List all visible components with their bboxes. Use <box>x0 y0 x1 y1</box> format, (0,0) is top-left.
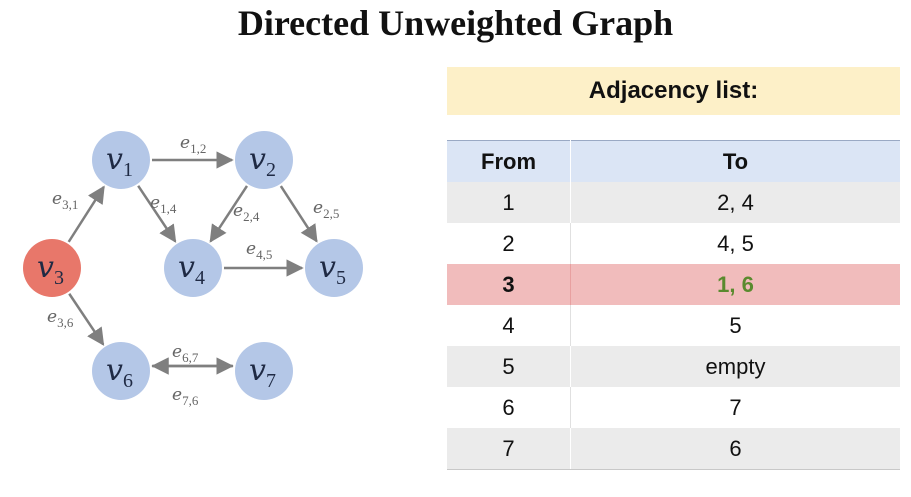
edge-label-v2-v4: e2,4 <box>233 201 260 224</box>
node-label-v7: v7 <box>249 353 276 392</box>
adjacency-row: 1 2, 4 <box>447 182 900 223</box>
edge-arrow-v3-v1 <box>67 185 105 243</box>
from-column-header: From <box>447 140 571 182</box>
from-cell: 7 <box>447 428 571 470</box>
node-label-v2: v2 <box>249 142 276 181</box>
node-label-v6: v6 <box>106 353 133 392</box>
edge-arrow-v3-v6 <box>68 293 105 346</box>
to-column-header: To <box>570 140 900 182</box>
edge-arrow-v1-v4 <box>137 185 177 243</box>
adjacency-table-header-row: From To <box>447 140 900 182</box>
from-cell: 1 <box>447 182 571 223</box>
adjacency-row: 7 6 <box>447 428 900 470</box>
graph-node-v2: v2 <box>235 131 293 189</box>
node-circle-v7 <box>235 342 293 400</box>
graph-node-v6: v6 <box>92 342 150 400</box>
to-cell: 2, 4 <box>570 182 900 223</box>
adjacency-row: 2 4, 5 <box>447 223 900 264</box>
adjacency-row: 6 7 <box>447 387 900 428</box>
adjacency-row-highlighted: 3 1, 6 <box>447 264 900 305</box>
to-cell: 6 <box>570 428 900 470</box>
page-title: Directed Unweighted Graph <box>237 3 674 43</box>
edge-label-v3-v6: e3,6 <box>47 307 74 330</box>
node-circle-v3 <box>23 239 81 297</box>
to-cell: 5 <box>570 305 900 346</box>
edge-label-v2-v5: e2,5 <box>313 198 339 221</box>
directed-graph-diagram: e1,2 e1,4 e2,4 e2,5 e3,1 e3,6 e4,5 e6,7 e7,6 v1 v2… <box>23 131 363 408</box>
graph-node-v1: v1 <box>92 131 150 189</box>
edge-label-v3-v1: e3,1 <box>52 189 78 212</box>
edge-label-v4-v5: e4,5 <box>246 239 272 262</box>
adjacency-table: From To 1 2, 4 2 4, 5 3 1, 6 4 5 5 empty… <box>447 140 900 470</box>
node-label-v4: v4 <box>178 250 205 289</box>
edge-label-v1-v2: e1,2 <box>180 133 206 156</box>
edge-arrow-v2-v5 <box>279 185 318 243</box>
graph-node-v4: v4 <box>164 239 222 297</box>
node-circle-v1 <box>92 131 150 189</box>
node-label-v3: v3 <box>37 250 64 289</box>
edge-label-v1-v4: e1,4 <box>150 193 177 216</box>
from-cell: 2 <box>447 223 571 264</box>
from-cell: 4 <box>447 305 571 346</box>
adjacency-row: 4 5 <box>447 305 900 346</box>
to-cell: 1, 6 <box>570 264 900 305</box>
from-cell: 3 <box>447 264 571 305</box>
to-cell: 7 <box>570 387 900 428</box>
node-label-v1: v1 <box>106 142 133 181</box>
node-label-v5: v5 <box>319 250 346 289</box>
graph-node-v7: v7 <box>235 342 293 400</box>
graph-node-v5: v5 <box>305 239 363 297</box>
node-circle-v4 <box>164 239 222 297</box>
node-circle-v5 <box>305 239 363 297</box>
node-circle-v6 <box>92 342 150 400</box>
to-cell: empty <box>570 346 900 387</box>
edge-arrow-v2-v4 <box>209 185 249 243</box>
adjacency-list-heading: Adjacency list: <box>447 67 900 115</box>
node-circle-v2 <box>235 131 293 189</box>
adjacency-row: 5 empty <box>447 346 900 387</box>
to-cell: 4, 5 <box>570 223 900 264</box>
edge-label-v7-v6: e7,6 <box>172 385 199 408</box>
from-cell: 6 <box>447 387 571 428</box>
from-cell: 5 <box>447 346 571 387</box>
graph-node-v3: v3 <box>23 239 81 297</box>
edge-label-v6-v7: e6,7 <box>172 342 199 365</box>
